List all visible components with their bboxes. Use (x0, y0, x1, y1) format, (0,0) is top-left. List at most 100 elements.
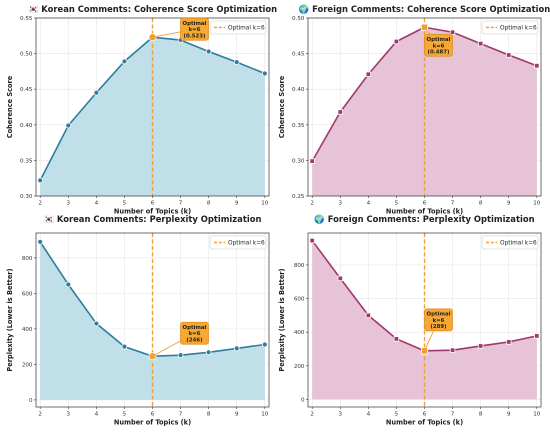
x-tick-label: 7 (451, 201, 455, 207)
x-tick-label: 5 (395, 201, 399, 207)
y-tick-label: 800 (294, 263, 305, 269)
x-tick-label: 3 (339, 412, 343, 418)
x-tick-label: 2 (310, 412, 314, 418)
x-axis-label: Number of Topics (k) (386, 208, 463, 216)
x-tick-label: 5 (123, 201, 127, 207)
x-tick-label: 6 (423, 412, 427, 418)
x-tick-label: 5 (123, 412, 127, 418)
x-tick-label: 7 (179, 201, 183, 207)
x-tick-label: 8 (207, 201, 211, 207)
y-tick-label: 0.35 (292, 123, 305, 129)
y-tick-label: 0 (301, 397, 305, 403)
y-tick-label: 0.55 (20, 16, 33, 22)
annotation-box (180, 17, 209, 41)
x-tick-label: 7 (179, 412, 183, 418)
y-tick-label: 200 (22, 362, 33, 368)
data-point (337, 275, 343, 282)
x-tick-label: 10 (261, 201, 269, 207)
x-tick-label: 6 (423, 201, 427, 207)
x-tick-label: 10 (261, 412, 269, 418)
chart-title: 🇰🇷 Korean Comments: Coherence Score Opti… (28, 4, 277, 14)
data-point (261, 70, 268, 77)
y-tick-label: 0.40 (292, 87, 305, 93)
annotation-text: Optimal (183, 21, 207, 27)
y-tick-label: 400 (22, 327, 33, 333)
data-point (121, 343, 128, 350)
legend: Optimal k=6 (481, 235, 539, 250)
panel-4: 🌍 Foreign Comments: Perplexity Optimizat… (278, 214, 542, 427)
data-point (506, 339, 512, 345)
data-point (337, 109, 343, 115)
annotation-text: k=6 (189, 331, 201, 337)
data-point (37, 238, 44, 245)
data-point (65, 122, 72, 129)
data-point (365, 312, 372, 319)
y-tick-label: 0.50 (292, 16, 305, 22)
data-point (309, 158, 315, 164)
panel-2: 🌍 Foreign Comments: Coherence Score Opti… (278, 4, 550, 216)
legend-box (209, 235, 267, 250)
legend-box (209, 20, 267, 35)
x-tick-label: 8 (479, 412, 483, 418)
panel-1: 🇰🇷 Korean Comments: Coherence Score Opti… (6, 4, 277, 216)
annotation-text: Optimal (427, 37, 451, 43)
x-tick-label: 6 (151, 201, 155, 207)
annotation-box (424, 33, 453, 57)
x-tick-label: 10 (533, 412, 541, 418)
x-tick-label: 8 (207, 412, 211, 418)
annotation-text: k=6 (433, 318, 445, 324)
x-tick-label: 5 (395, 412, 399, 418)
legend: Optimal k=6 (209, 235, 267, 250)
y-tick-label: 0.40 (20, 123, 33, 129)
x-tick-label: 9 (507, 201, 511, 207)
legend-box (481, 235, 539, 250)
annotation-box (424, 308, 453, 332)
x-tick-label: 6 (151, 412, 155, 418)
data-point (205, 48, 212, 55)
chart-title: 🌍 Foreign Comments: Coherence Score Opti… (299, 4, 550, 14)
data-point (93, 89, 100, 96)
x-tick-label: 3 (67, 201, 71, 207)
x-axis-label: Number of Topics (k) (114, 208, 191, 216)
x-tick-label: 4 (95, 412, 99, 418)
annotation-text: Optimal (183, 325, 207, 331)
data-point (233, 59, 240, 66)
y-axis-label: Perplexity (Lower is Better) (278, 268, 286, 371)
data-point (477, 343, 484, 349)
data-point (506, 52, 512, 58)
data-point (534, 333, 540, 339)
x-tick-label: 10 (533, 201, 541, 207)
data-point (65, 281, 72, 288)
x-tick-label: 4 (367, 201, 371, 207)
chart-title: 🌍 Foreign Comments: Perplexity Optimizat… (314, 214, 534, 224)
x-axis-label: Number of Topics (k) (386, 419, 463, 427)
y-tick-label: 0.50 (20, 52, 33, 58)
x-tick-label: 2 (38, 201, 42, 207)
y-tick-label: 800 (22, 256, 33, 262)
data-point (177, 352, 184, 359)
annotation-text: (0.487) (428, 50, 450, 56)
legend-label: Optimal k=6 (500, 26, 537, 32)
x-tick-label: 4 (95, 201, 99, 207)
y-axis-label: Coherence Score (278, 75, 286, 138)
x-tick-label: 3 (339, 201, 343, 207)
chart-title: 🇰🇷 Korean Comments: Perplexity Optimizat… (44, 214, 262, 224)
data-point (393, 38, 400, 45)
y-tick-label: 0.30 (20, 194, 33, 200)
data-point (261, 341, 268, 348)
data-point (121, 58, 128, 65)
y-tick-label: 0.30 (292, 158, 305, 164)
y-tick-label: 200 (294, 364, 305, 370)
y-tick-label: 0 (29, 398, 33, 404)
data-point (205, 349, 212, 356)
annotation-box (180, 321, 209, 345)
area-fill (40, 241, 265, 400)
legend-box (481, 20, 539, 35)
data-point (93, 320, 100, 327)
data-point (534, 63, 540, 69)
y-tick-label: 600 (294, 297, 305, 303)
